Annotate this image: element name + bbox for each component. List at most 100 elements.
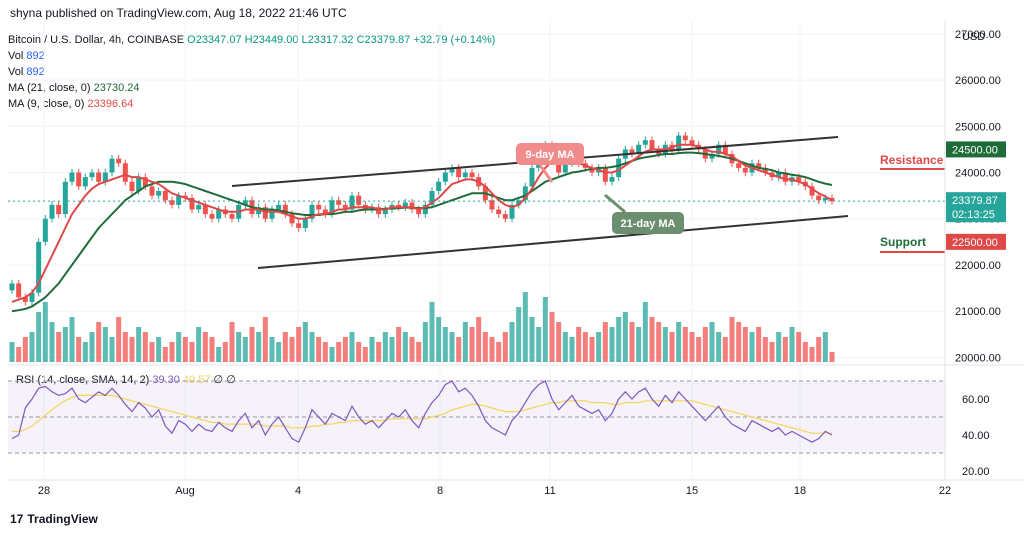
ma21-value: 23730.24 bbox=[93, 82, 140, 94]
countdown-tag: 02:13:25 bbox=[952, 209, 995, 221]
volume-bar bbox=[489, 337, 495, 362]
candle-body bbox=[176, 195, 182, 205]
volume-bar bbox=[609, 327, 615, 362]
candle-body bbox=[376, 207, 382, 215]
volume-bar bbox=[29, 332, 35, 362]
volume-bar bbox=[556, 322, 562, 362]
volume-bar bbox=[276, 342, 282, 362]
candle-body bbox=[122, 163, 128, 182]
open-value: O23347.07 bbox=[187, 34, 242, 46]
candle-body bbox=[316, 204, 322, 210]
volume-bar bbox=[196, 327, 202, 362]
volume-bar bbox=[356, 342, 362, 362]
close-value: C23379.87 bbox=[356, 34, 411, 46]
volume-bar bbox=[682, 327, 688, 362]
candle-body bbox=[356, 195, 362, 205]
volume-bar bbox=[396, 327, 402, 362]
vol2-value: 892 bbox=[26, 66, 45, 78]
time-tick-label: 22 bbox=[939, 485, 951, 497]
ma21-pointer bbox=[604, 193, 626, 214]
candle-body bbox=[96, 172, 102, 182]
volume-bar bbox=[236, 332, 242, 362]
candle-body bbox=[82, 177, 88, 187]
volume-bar bbox=[449, 332, 455, 362]
candle-body bbox=[609, 177, 615, 182]
candle-body bbox=[469, 172, 475, 178]
support-price-tag-bg bbox=[946, 233, 1006, 250]
currency-label: USD bbox=[962, 31, 985, 43]
candle-body bbox=[189, 197, 195, 210]
volume-bar bbox=[822, 332, 828, 362]
ma9-line bbox=[11, 143, 833, 303]
candle-body bbox=[589, 167, 595, 173]
candle-body bbox=[322, 209, 328, 215]
volume-bar bbox=[102, 327, 108, 362]
volume-bar bbox=[382, 332, 388, 362]
candle-body bbox=[409, 202, 415, 210]
volume-bar bbox=[776, 332, 782, 362]
candle-body bbox=[109, 158, 115, 173]
volume-bar bbox=[96, 322, 102, 362]
candle-body bbox=[242, 200, 248, 205]
candle-body bbox=[62, 181, 68, 215]
candle-body bbox=[29, 292, 35, 302]
ma21-label-box bbox=[612, 212, 684, 234]
price-tick-label: 26000.00 bbox=[955, 75, 1001, 87]
volume-bar bbox=[796, 332, 802, 362]
volume-bar bbox=[656, 322, 662, 362]
volume-bar bbox=[602, 322, 608, 362]
volume-bar bbox=[616, 317, 622, 362]
volume-bar bbox=[202, 332, 208, 362]
candle-body bbox=[556, 158, 562, 173]
price-tick-label: 22000.00 bbox=[955, 260, 1001, 272]
volume-bar bbox=[622, 312, 628, 362]
volume-bar bbox=[762, 337, 768, 362]
volume-bar bbox=[149, 342, 155, 362]
volume-bar bbox=[69, 317, 75, 362]
volume-bar bbox=[462, 322, 468, 362]
candle-body bbox=[722, 144, 728, 155]
candle-body bbox=[796, 177, 802, 182]
volume-bar bbox=[422, 322, 428, 362]
candle-body bbox=[289, 214, 295, 224]
rsi-tick-label: 60.00 bbox=[962, 394, 990, 406]
volume-bar bbox=[169, 342, 175, 362]
volume-bar bbox=[469, 327, 475, 362]
volume-bar bbox=[702, 327, 708, 362]
candle-body bbox=[296, 223, 302, 228]
ma9-label: MA (9, close, 0) bbox=[8, 98, 85, 110]
volume-bar bbox=[542, 297, 548, 362]
volume-bar bbox=[116, 317, 122, 362]
ma9-label-text: 9-day MA bbox=[526, 149, 575, 161]
rsi-tick-label: 40.00 bbox=[962, 430, 990, 442]
volume-bar bbox=[516, 307, 522, 362]
time-tick-label: 18 bbox=[794, 485, 806, 497]
price-tick-label: 21000.00 bbox=[955, 306, 1001, 318]
volume-bar bbox=[89, 332, 95, 362]
volume-bar bbox=[442, 327, 448, 362]
candle-body bbox=[262, 207, 268, 219]
volume-bar bbox=[729, 317, 735, 362]
current-price-tag: 23379.87 bbox=[952, 195, 998, 207]
resistance-label: Resistance bbox=[880, 153, 944, 167]
candle-body bbox=[682, 135, 688, 141]
volume-bar bbox=[689, 332, 695, 362]
candle-body bbox=[442, 172, 448, 182]
tradingview-logo[interactable]: 17 TradingView bbox=[10, 512, 98, 526]
vol2-label: Vol bbox=[8, 66, 24, 78]
volume-bar bbox=[649, 317, 655, 362]
volume-bar bbox=[669, 332, 675, 362]
low-value: L23317.32 bbox=[301, 34, 354, 46]
rsi-label: RSI (14, close, SMA, 14, 2) bbox=[16, 374, 150, 386]
candle-body bbox=[822, 197, 828, 201]
candle-body bbox=[369, 207, 375, 210]
volume-bar bbox=[676, 322, 682, 362]
price-tick-label: 25000.00 bbox=[955, 121, 1001, 133]
candle-body bbox=[282, 204, 288, 215]
candle-body bbox=[216, 209, 222, 219]
volume-bar bbox=[322, 342, 328, 362]
volume-bar bbox=[49, 322, 55, 362]
volume-bar bbox=[522, 292, 528, 362]
volume-bar bbox=[289, 337, 295, 362]
